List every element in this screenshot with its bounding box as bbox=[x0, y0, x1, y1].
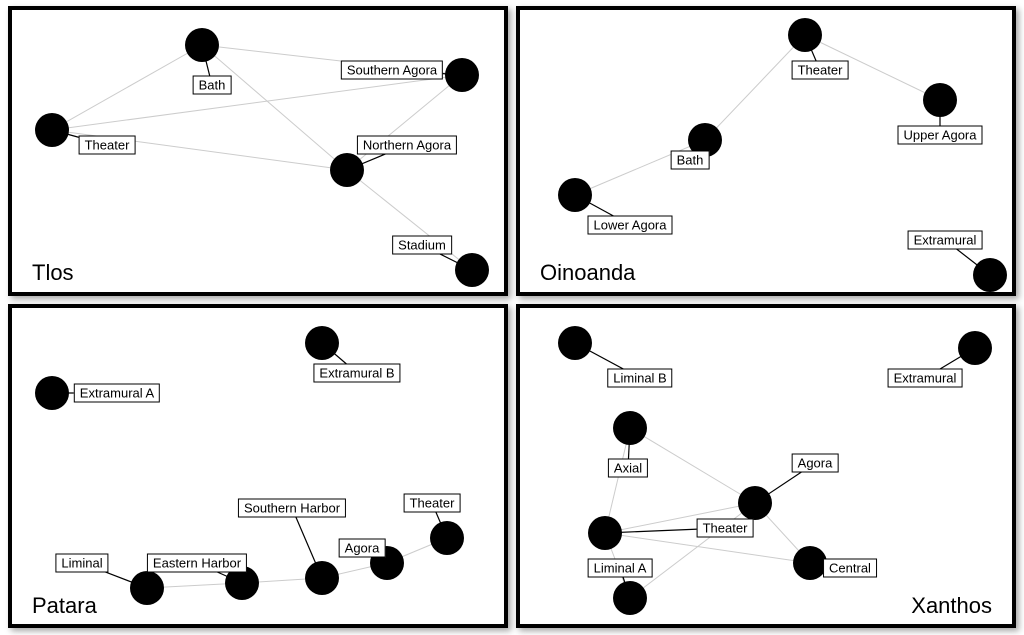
node-label: Theater bbox=[697, 519, 754, 538]
node-label: Theater bbox=[404, 494, 461, 513]
edge bbox=[202, 45, 347, 170]
node-label: Bath bbox=[671, 151, 710, 170]
node bbox=[185, 28, 219, 62]
node bbox=[793, 546, 827, 580]
node bbox=[613, 581, 647, 615]
edge bbox=[347, 75, 462, 170]
node-label: Southern Harbor bbox=[238, 499, 346, 518]
panel-tlos: Bath Southern Agora Theater Northern Agora S… bbox=[8, 6, 508, 296]
node-label: Eastern Harbor bbox=[147, 554, 247, 573]
edge bbox=[347, 170, 472, 270]
node bbox=[613, 411, 647, 445]
edge bbox=[705, 35, 805, 140]
node-label: Axial bbox=[608, 459, 648, 478]
node-label: Agora bbox=[339, 539, 386, 558]
node bbox=[738, 486, 772, 520]
node bbox=[330, 153, 364, 187]
node bbox=[558, 326, 592, 360]
node bbox=[973, 258, 1007, 292]
panel-title: Patara bbox=[32, 593, 97, 619]
node-label: Upper Agora bbox=[898, 126, 983, 145]
node bbox=[588, 516, 622, 550]
node-label: Liminal bbox=[55, 554, 108, 573]
node bbox=[35, 113, 69, 147]
node-label: Liminal A bbox=[588, 559, 653, 578]
node-label: Lower Agora bbox=[588, 216, 673, 235]
node bbox=[788, 18, 822, 52]
node-label: Theater bbox=[79, 136, 136, 155]
edge bbox=[52, 75, 462, 130]
node bbox=[958, 331, 992, 365]
node bbox=[305, 561, 339, 595]
node-label: Extramural A bbox=[74, 384, 160, 403]
panel-title: Tlos bbox=[32, 260, 74, 286]
edge bbox=[630, 428, 755, 503]
node-label: Extramural B bbox=[313, 364, 400, 383]
node bbox=[430, 521, 464, 555]
panel-xanthos: Liminal B Extramural Axial Agora Theater Cent… bbox=[516, 304, 1016, 628]
node bbox=[130, 571, 164, 605]
panel-title: Xanthos bbox=[911, 593, 992, 619]
panel-svg bbox=[520, 10, 1020, 300]
node bbox=[35, 376, 69, 410]
node-label: Extramural bbox=[908, 231, 983, 250]
edge bbox=[630, 503, 755, 598]
edge bbox=[52, 45, 202, 130]
node-label: Northern Agora bbox=[357, 136, 457, 155]
node bbox=[305, 326, 339, 360]
panel-patara: Extramural B Extramural A Southern Harbor T… bbox=[8, 304, 508, 628]
node-label: Theater bbox=[792, 61, 849, 80]
node bbox=[445, 58, 479, 92]
panel-title: Oinoanda bbox=[540, 260, 635, 286]
panel-svg bbox=[520, 308, 1020, 632]
node bbox=[455, 253, 489, 287]
node-label: Stadium bbox=[392, 236, 452, 255]
node-label: Southern Agora bbox=[341, 61, 443, 80]
node-label: Liminal B bbox=[607, 369, 672, 388]
panel-svg bbox=[12, 308, 512, 632]
node-label: Agora bbox=[792, 454, 839, 473]
node bbox=[558, 178, 592, 212]
node-label: Extramural bbox=[888, 369, 963, 388]
panel-oinoanda: Theater Upper Agora Bath Lower Agora Extramu… bbox=[516, 6, 1016, 296]
panel-svg bbox=[12, 10, 512, 300]
node bbox=[923, 83, 957, 117]
node-label: Bath bbox=[193, 76, 232, 95]
node-label: Central bbox=[823, 559, 877, 578]
